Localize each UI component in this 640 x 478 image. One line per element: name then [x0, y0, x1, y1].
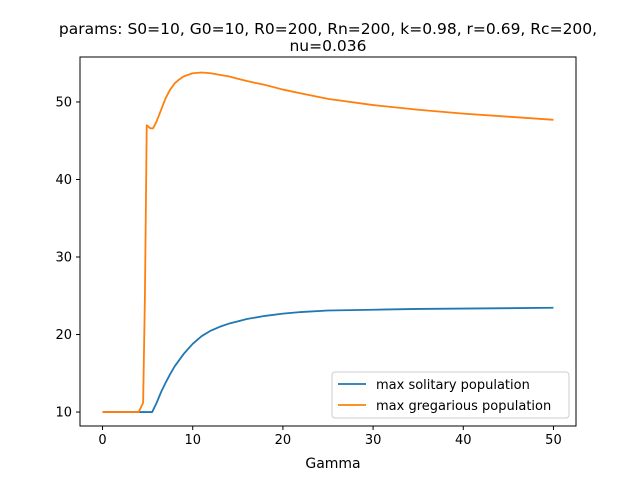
- x-tick-label: 30: [365, 433, 382, 448]
- y-tick-label: 20: [55, 328, 72, 343]
- series-line-solitary: [102, 306, 554, 413]
- y-tick-label: 50: [55, 95, 72, 110]
- x-tick-label: 40: [455, 433, 472, 448]
- legend: max solitary population max gregarious p…: [331, 371, 570, 419]
- plot-area-frame: [79, 56, 577, 427]
- y-tick-label: 40: [55, 173, 72, 188]
- series-line-gregarious: [102, 71, 554, 413]
- x-axis: 0 10 20 30 40 50: [98, 426, 562, 448]
- y-tick-label: 10: [55, 406, 72, 421]
- x-tick-label: 20: [275, 433, 292, 448]
- x-tick-label: 50: [545, 433, 562, 448]
- x-tick-label: 0: [98, 433, 106, 448]
- x-tick-label: 10: [184, 433, 201, 448]
- x-axis-label: Gamma: [305, 456, 360, 472]
- legend-label-gregarious: max gregarious population: [376, 399, 551, 414]
- y-tick-label: 30: [55, 251, 72, 266]
- y-axis: 10 20 30 40 50: [55, 95, 80, 421]
- legend-box: [331, 371, 570, 419]
- legend-label-solitary: max solitary population: [376, 378, 530, 393]
- chart-title-line-2: nu=0.036: [289, 37, 366, 55]
- series-layer: [102, 71, 554, 413]
- chart-title-line-1: params: S0=10, G0=10, R0=200, Rn=200, k=…: [59, 20, 597, 38]
